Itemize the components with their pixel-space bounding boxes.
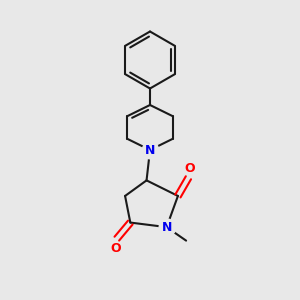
Text: O: O <box>184 162 195 176</box>
Text: O: O <box>110 242 121 255</box>
Text: N: N <box>161 220 172 234</box>
Text: N: N <box>145 143 155 157</box>
